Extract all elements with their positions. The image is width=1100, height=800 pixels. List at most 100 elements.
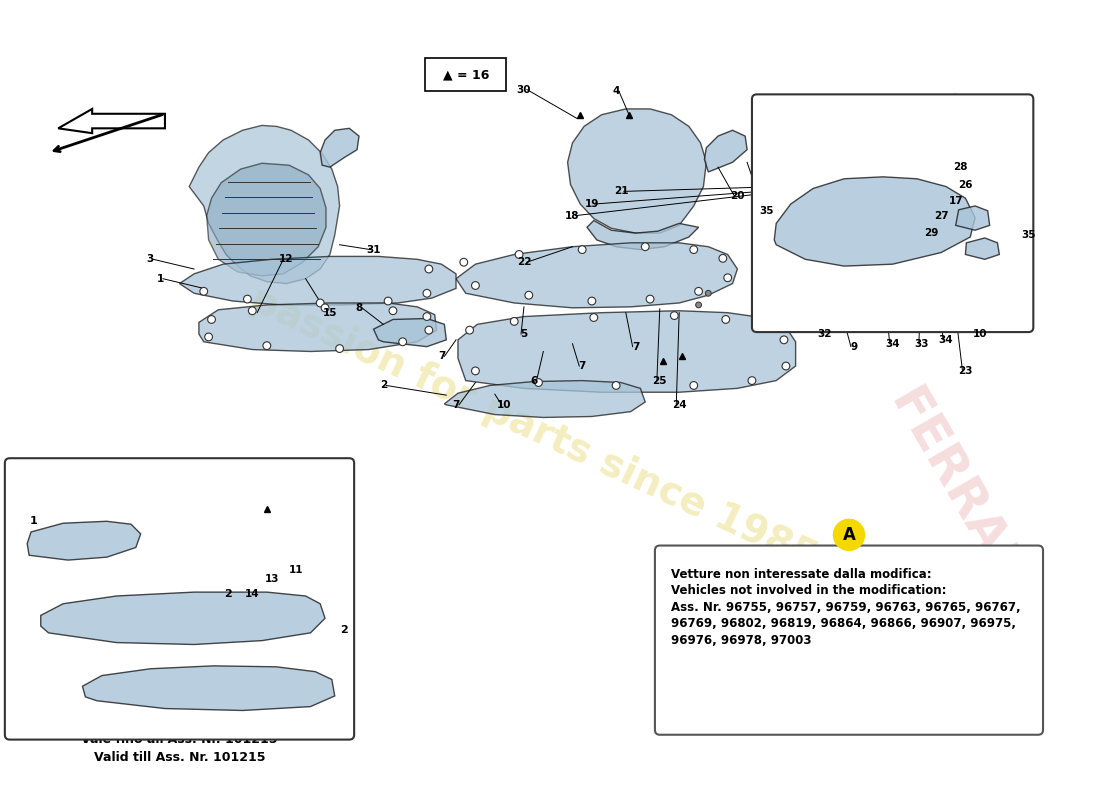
Polygon shape: [568, 109, 706, 233]
Polygon shape: [794, 223, 950, 278]
Circle shape: [535, 378, 542, 386]
Circle shape: [424, 313, 431, 321]
Circle shape: [321, 304, 329, 312]
Text: 7: 7: [631, 342, 639, 352]
FancyBboxPatch shape: [425, 58, 506, 91]
Text: 32: 32: [817, 329, 832, 339]
Polygon shape: [179, 257, 456, 305]
Text: 22: 22: [517, 258, 531, 267]
Circle shape: [263, 342, 271, 350]
Text: 5: 5: [520, 329, 528, 339]
Circle shape: [834, 519, 865, 550]
Polygon shape: [207, 163, 326, 276]
Circle shape: [705, 290, 712, 296]
Polygon shape: [199, 303, 437, 351]
Polygon shape: [774, 177, 975, 266]
Text: 35: 35: [759, 206, 773, 216]
Text: 17: 17: [948, 196, 962, 206]
Circle shape: [851, 290, 857, 296]
Circle shape: [317, 299, 324, 307]
Polygon shape: [966, 238, 1000, 259]
Circle shape: [205, 333, 212, 341]
Circle shape: [465, 326, 473, 334]
Text: Valid till Ass. Nr. 101215: Valid till Ass. Nr. 101215: [94, 750, 265, 763]
Circle shape: [579, 246, 586, 254]
Text: 18: 18: [565, 210, 580, 221]
Circle shape: [208, 315, 216, 323]
Circle shape: [870, 292, 876, 298]
Polygon shape: [320, 128, 359, 167]
Polygon shape: [458, 310, 795, 392]
Polygon shape: [82, 666, 334, 710]
Text: 34: 34: [938, 335, 954, 345]
Circle shape: [472, 282, 480, 290]
Text: 28: 28: [954, 162, 968, 172]
Text: A: A: [843, 526, 856, 544]
Polygon shape: [28, 522, 141, 560]
Circle shape: [782, 362, 790, 370]
Text: 25: 25: [652, 375, 667, 386]
Polygon shape: [41, 592, 324, 645]
Text: 34: 34: [886, 338, 900, 349]
Circle shape: [384, 297, 392, 305]
Circle shape: [695, 287, 703, 295]
Circle shape: [515, 250, 522, 258]
FancyBboxPatch shape: [654, 546, 1043, 734]
Text: Vale fino all'Ass. Nr. 101215: Vale fino all'Ass. Nr. 101215: [81, 733, 277, 746]
Polygon shape: [922, 94, 980, 121]
Text: FERRARI: FERRARI: [880, 381, 1042, 614]
Circle shape: [722, 315, 729, 323]
Text: 96769, 96802, 96819, 96864, 96866, 96907, 96975,: 96769, 96802, 96819, 96864, 96866, 96907…: [671, 618, 1016, 630]
Text: 23: 23: [958, 366, 972, 376]
Text: 21: 21: [614, 186, 628, 196]
Circle shape: [389, 307, 397, 314]
Text: 4: 4: [613, 86, 619, 97]
Text: 2: 2: [379, 381, 387, 390]
FancyBboxPatch shape: [752, 94, 1033, 332]
Text: 7: 7: [579, 361, 586, 371]
Circle shape: [780, 336, 788, 344]
Text: 10: 10: [497, 400, 512, 410]
Polygon shape: [704, 130, 747, 172]
Polygon shape: [587, 221, 698, 250]
Circle shape: [690, 246, 697, 254]
Text: 20: 20: [730, 191, 745, 202]
Text: 10: 10: [972, 329, 987, 339]
FancyBboxPatch shape: [4, 458, 354, 739]
Circle shape: [822, 295, 827, 301]
Text: 2: 2: [224, 589, 232, 599]
Text: 96976, 96978, 97003: 96976, 96978, 97003: [671, 634, 812, 647]
Text: 13: 13: [264, 574, 279, 585]
Circle shape: [670, 312, 679, 319]
Text: 15: 15: [322, 308, 337, 318]
Circle shape: [424, 290, 431, 297]
Circle shape: [646, 295, 654, 303]
Text: 11: 11: [288, 565, 304, 574]
Text: 33: 33: [914, 338, 929, 349]
Polygon shape: [58, 109, 165, 133]
Circle shape: [243, 295, 251, 303]
Polygon shape: [990, 123, 1033, 148]
Circle shape: [590, 314, 597, 322]
Circle shape: [336, 345, 343, 353]
Circle shape: [748, 377, 756, 385]
Circle shape: [758, 321, 766, 328]
Text: 1: 1: [30, 516, 37, 526]
Circle shape: [425, 265, 432, 273]
Text: 27: 27: [934, 210, 948, 221]
Circle shape: [719, 254, 727, 262]
Text: 7: 7: [438, 351, 446, 362]
Circle shape: [460, 258, 467, 266]
Circle shape: [695, 302, 702, 308]
Text: Vehicles not involved in the modification:: Vehicles not involved in the modificatio…: [671, 584, 947, 598]
Circle shape: [510, 318, 518, 326]
Polygon shape: [956, 206, 990, 230]
Text: 19: 19: [585, 199, 600, 209]
Text: 3: 3: [146, 254, 154, 264]
Polygon shape: [444, 381, 646, 418]
Text: Ass. Nr. 96755, 96757, 96759, 96763, 96765, 96767,: Ass. Nr. 96755, 96757, 96759, 96763, 967…: [671, 601, 1021, 614]
Text: 31: 31: [366, 245, 381, 254]
Text: 7: 7: [452, 400, 460, 410]
Text: 30: 30: [517, 85, 531, 94]
Text: 2: 2: [341, 625, 349, 635]
